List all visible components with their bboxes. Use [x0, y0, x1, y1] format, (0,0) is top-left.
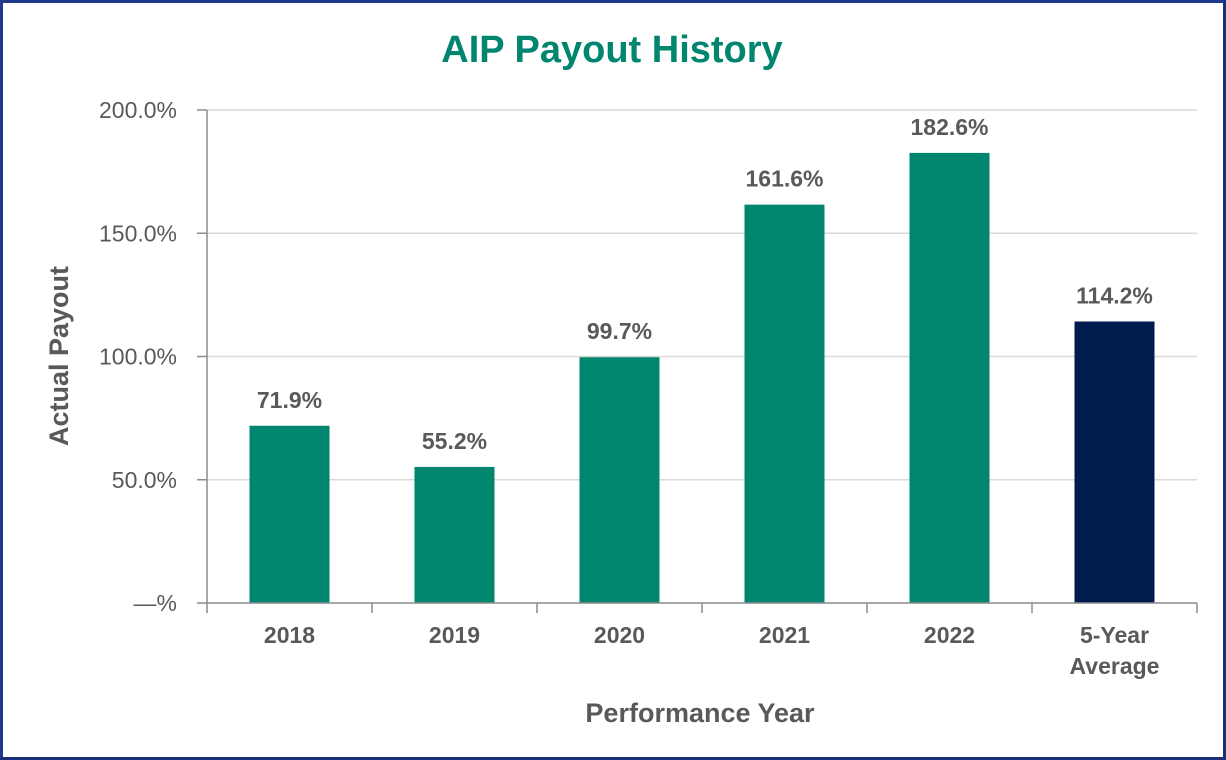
y-axis-title: Actual Payout — [44, 266, 74, 446]
x-tick-label: 2022 — [924, 622, 975, 648]
bar — [414, 466, 495, 603]
y-tick-label: 150.0% — [99, 220, 177, 246]
data-label: 55.2% — [422, 428, 487, 454]
x-tick-label: 2021 — [759, 622, 810, 648]
data-label: 161.6% — [745, 166, 823, 192]
chart-title: AIP Payout History — [441, 29, 782, 71]
data-labels: 71.9% 55.2% 99.7% 161.6% 182.6% 114.2% — [257, 114, 1153, 454]
bar — [909, 152, 990, 604]
data-label: 71.9% — [257, 387, 322, 413]
bar — [249, 425, 330, 603]
bar — [744, 204, 825, 603]
bars — [249, 152, 1155, 604]
y-tick-label: —% — [134, 590, 177, 616]
x-axis-title: Performance Year — [585, 698, 815, 728]
x-tick-label: 2018 — [264, 622, 315, 648]
x-axis: 2018 2019 2020 2021 2022 5-Year Average — [206, 602, 1198, 679]
gridlines — [207, 109, 1197, 481]
x-tick-label: 2020 — [594, 622, 645, 648]
y-axis-ticks: —% 50.0% 100.0% 150.0% 200.0% — [99, 97, 208, 616]
x-tick-label: 2019 — [429, 622, 480, 648]
y-tick-label: 100.0% — [99, 344, 177, 370]
y-tick-label: 200.0% — [99, 97, 177, 123]
y-tick-label: 50.0% — [112, 467, 177, 493]
data-label: 114.2% — [1076, 282, 1153, 308]
data-label: 182.6% — [910, 114, 988, 140]
data-label: 99.7% — [587, 318, 652, 344]
bar — [579, 357, 660, 603]
x-tick-label: 5-Year Average — [1070, 622, 1160, 679]
bar — [1074, 321, 1155, 603]
